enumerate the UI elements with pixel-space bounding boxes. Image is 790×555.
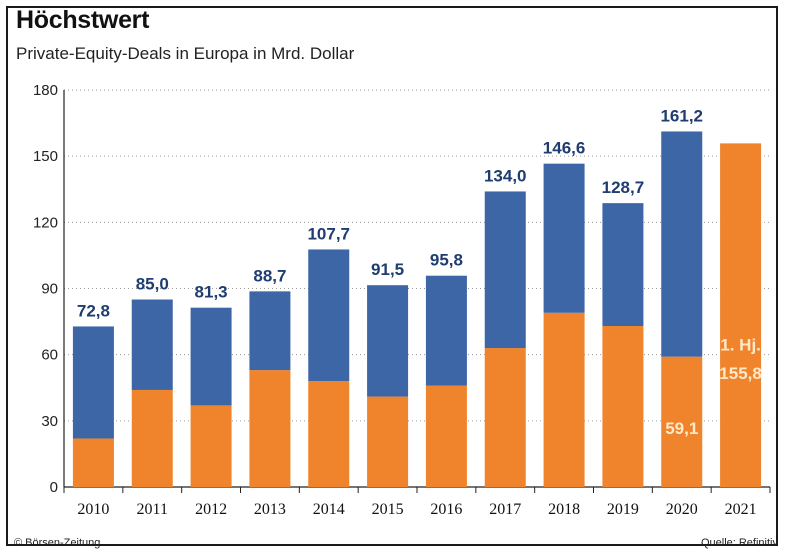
data-label: 128,7: [602, 178, 645, 197]
bar-first-half: [543, 312, 585, 487]
bar-total: [543, 163, 585, 313]
bar-total: [249, 291, 291, 371]
bar-total: [425, 275, 467, 386]
x-tick-label: 2010: [77, 501, 109, 518]
copyright-note: © Börsen-Zeitung: [14, 537, 101, 549]
x-tick-label: 2012: [195, 501, 227, 518]
chart-subtitle: Private-Equity-Deals in Europa in Mrd. D…: [16, 44, 355, 63]
x-tick-label: 2011: [137, 501, 168, 518]
bar-first-half: [602, 325, 644, 487]
data-label: 134,0: [484, 166, 527, 185]
data-label: 72,8: [77, 301, 110, 320]
y-tick-label: 0: [50, 479, 58, 496]
data-label: 85,0: [136, 275, 169, 294]
bar-first-half: [484, 348, 526, 487]
bar-total: [367, 285, 409, 397]
x-tick-label: 2018: [548, 501, 580, 518]
bar-total: [484, 191, 526, 349]
data-label: 91,5: [371, 260, 404, 279]
x-tick-label: 2015: [372, 501, 404, 518]
chart-title: Höchstwert: [16, 6, 150, 34]
bar-first-half: [190, 405, 232, 487]
y-tick-label: 150: [33, 148, 58, 165]
bar-total: [131, 299, 173, 390]
data-label: 146,6: [543, 139, 586, 158]
bar-first-half: [367, 396, 409, 487]
bar-first-half: [720, 143, 762, 487]
bar-total: [602, 203, 644, 326]
data-label: 88,7: [253, 266, 286, 285]
bar-first-half: [131, 389, 173, 487]
bar-total: [661, 131, 703, 357]
bar-total: [308, 249, 350, 382]
bar-total: [190, 307, 232, 406]
y-tick-label: 90: [41, 281, 58, 298]
y-tick-label: 120: [33, 214, 58, 231]
bar-total: [72, 326, 114, 439]
x-tick-label: 2021: [725, 501, 757, 518]
x-tick-label: 2014: [313, 501, 345, 518]
data-label: 107,7: [307, 224, 350, 243]
y-tick-label: 180: [33, 82, 58, 99]
data-label: 81,3: [195, 283, 228, 302]
data-label: 95,8: [430, 251, 463, 270]
bar-first-half: [425, 385, 467, 487]
x-tick-label: 2019: [607, 501, 639, 518]
x-tick-label: 2017: [489, 501, 521, 518]
inner-data-label: 59,1: [665, 419, 698, 438]
bar-first-half: [72, 438, 114, 487]
x-tick-label: 2016: [430, 501, 462, 518]
bar-first-half: [249, 370, 291, 487]
inner-data-label: 1. Hj.: [720, 335, 761, 354]
x-tick-label: 2013: [254, 501, 286, 518]
bar-first-half: [661, 356, 703, 487]
y-tick-label: 30: [41, 413, 58, 430]
bar-first-half: [308, 381, 350, 487]
inner-data-label: 155,8: [719, 364, 762, 383]
source-note: Quelle: Refinitiv: [700, 537, 778, 549]
x-tick-label: 2020: [666, 501, 698, 518]
data-label: 161,2: [660, 106, 703, 125]
y-tick-label: 60: [41, 347, 58, 364]
